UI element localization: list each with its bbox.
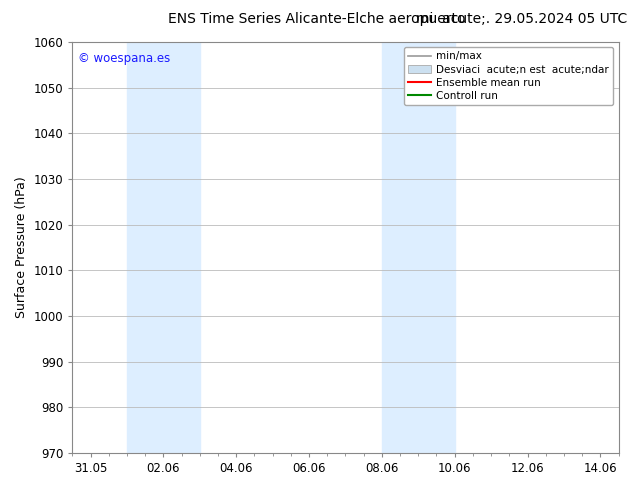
Text: mi  acute;. 29.05.2024 05 UTC: mi acute;. 29.05.2024 05 UTC: [417, 12, 628, 26]
Legend: min/max, Desviaci  acute;n est  acute;ndar, Ensemble mean run, Controll run: min/max, Desviaci acute;n est acute;ndar…: [404, 47, 613, 105]
Bar: [127, 42, 200, 453]
Text: © woespana.es: © woespana.es: [78, 52, 170, 65]
Y-axis label: Surface Pressure (hPa): Surface Pressure (hPa): [15, 176, 28, 318]
Text: ENS Time Series Alicante-Elche aeropuerto: ENS Time Series Alicante-Elche aeropuert…: [168, 12, 466, 26]
Bar: [382, 42, 455, 453]
